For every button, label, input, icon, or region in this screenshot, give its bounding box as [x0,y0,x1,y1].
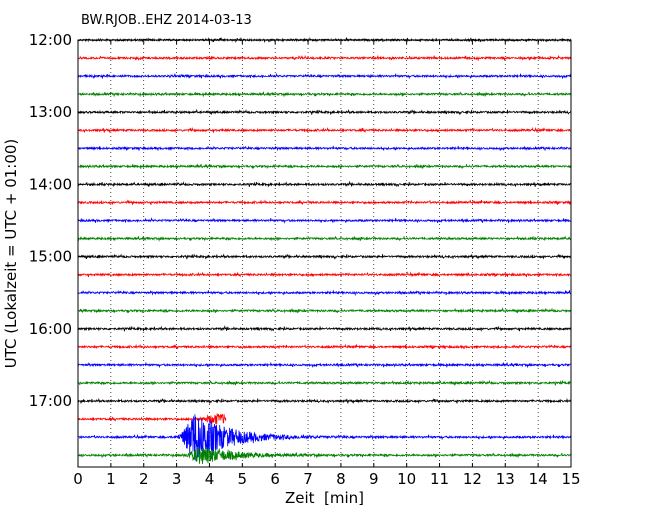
trace-line [77,343,572,350]
trace-line [77,180,572,188]
y-axis-label: UTC (Lokalzeit = UTC + 01:00) [2,139,20,369]
y-tick-label: 15:00 [29,248,72,266]
x-tick-label: 10 [397,470,416,488]
trace-line [77,324,572,332]
x-tick-label: 2 [139,470,149,488]
x-tick-label: 7 [303,470,313,488]
trace-layer [77,36,572,465]
y-tick-label: 12:00 [29,31,72,49]
trace-line [77,199,572,206]
trace-line [77,379,571,386]
trace-line [77,108,572,116]
x-tick-label: 13 [496,470,515,488]
trace-line [77,126,571,134]
trace-line [77,289,572,297]
trace-line [77,447,572,465]
trace-line [77,91,572,98]
x-tick-label: 14 [529,470,548,488]
trace-line [77,236,572,242]
x-tick-label: 1 [106,470,116,488]
x-axis-label: Zeit [min] [285,489,364,507]
x-tick-label: 12 [463,470,482,488]
x-tick-label: 3 [172,470,182,488]
trace-line [77,72,572,80]
plot-frame [77,39,572,468]
y-tick-label: 16:00 [29,320,72,338]
x-tick-label: 9 [369,470,379,488]
y-tick-label: 14:00 [29,175,72,193]
x-tick-label: 8 [336,470,346,488]
tick-layer: 0 1 2 3 4 5 6 7 8 9 10 11 12 13 14 1512:0013:0014:0015:… [29,31,581,488]
x-tick-label: 0 [73,470,83,488]
chart-title: BW.RJOB..EHZ 2014-03-13 [81,13,252,28]
x-tick-label: 11 [430,470,449,488]
trace-line [77,271,572,278]
trace-line [77,413,227,425]
trace-line [77,54,572,61]
x-tick-label: 4 [205,470,215,488]
x-tick-label: 6 [270,470,280,488]
x-tick-label: 15 [561,470,580,488]
trace-line [77,253,572,260]
trace-line [77,397,572,405]
x-tick-label: 5 [238,470,248,488]
trace-line [77,163,572,169]
trace-line [77,217,572,224]
trace-line [77,414,572,462]
grid-layer [110,40,539,467]
y-tick-label: 17:00 [29,392,72,410]
trace-line [77,307,572,314]
trace-line [77,361,572,369]
y-tick-label: 13:00 [29,103,72,121]
trace-line [77,145,572,152]
